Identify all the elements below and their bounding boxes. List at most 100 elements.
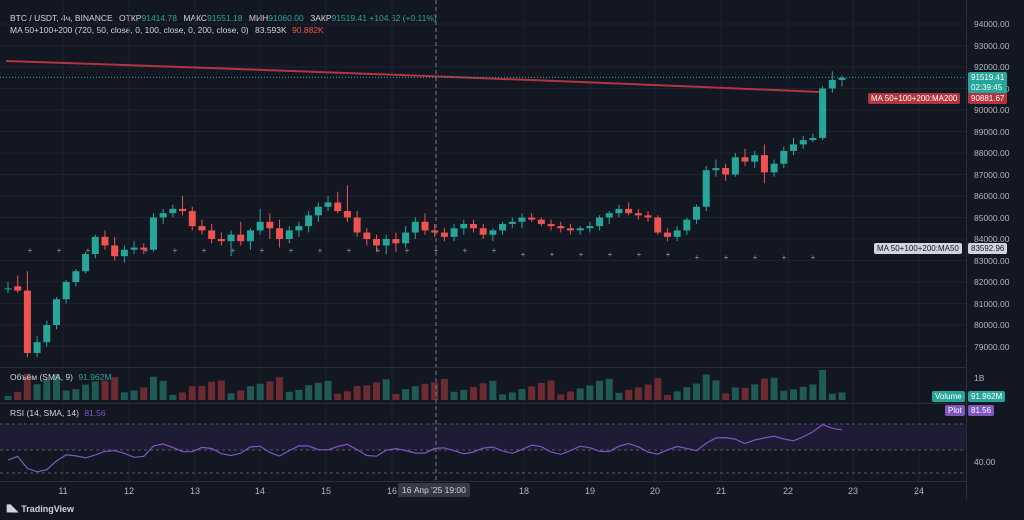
volume-bar bbox=[605, 378, 613, 400]
volume-value-tag: 91.962M bbox=[968, 391, 1006, 402]
volume-bar bbox=[140, 387, 148, 400]
candle-body bbox=[819, 88, 827, 138]
volume-bar bbox=[363, 385, 371, 400]
volume-bar bbox=[751, 384, 759, 400]
ma200-value-tag: 90881.67 bbox=[968, 93, 1008, 104]
candle-body bbox=[634, 213, 642, 216]
candle-body bbox=[566, 228, 574, 231]
price-axis-tick: 79000.00 bbox=[974, 341, 1010, 352]
candle-body bbox=[499, 223, 507, 231]
candle-body bbox=[237, 234, 245, 242]
volume-bar bbox=[731, 387, 739, 400]
volume-bar bbox=[557, 394, 565, 400]
volume-bar bbox=[373, 382, 381, 400]
ma50-marker: + bbox=[86, 246, 91, 255]
candle-body bbox=[799, 140, 807, 145]
candle-body bbox=[431, 230, 439, 233]
ma50-marker: + bbox=[57, 246, 62, 255]
rsi-pane-top bbox=[0, 403, 966, 404]
candle-body bbox=[528, 217, 536, 220]
candle-body bbox=[101, 236, 109, 246]
open-label: ОТКР bbox=[119, 13, 142, 23]
price-axis-tick: 84000.00 bbox=[974, 234, 1010, 244]
ma50-marker: + bbox=[463, 246, 468, 255]
ma50-marker: + bbox=[318, 246, 323, 255]
volume-bar bbox=[343, 391, 351, 400]
volume-bar bbox=[91, 381, 99, 400]
volume-bar bbox=[596, 380, 604, 400]
candle-body bbox=[518, 217, 526, 222]
ma50-label-tag: MA 50+100+200:MA50 bbox=[874, 243, 962, 254]
candle-body bbox=[72, 271, 80, 282]
candle-body bbox=[722, 168, 730, 175]
price-axis-tick: 90000.00 bbox=[974, 105, 1010, 115]
volume-bar bbox=[101, 380, 109, 400]
candle-body bbox=[246, 230, 254, 242]
volume-bar bbox=[324, 380, 332, 400]
volume-legend[interactable]: Объём (SMA, 9) 91.962M bbox=[10, 372, 111, 382]
time-axis-tick: 11 bbox=[58, 486, 68, 496]
candle-body bbox=[382, 239, 390, 246]
price-axis-tick: 80000.00 bbox=[974, 320, 1010, 330]
close-value: 91519.41 bbox=[331, 13, 367, 23]
volume-bar bbox=[615, 392, 623, 400]
price-axis-tick: 86000.00 bbox=[974, 191, 1010, 201]
volume-bar bbox=[518, 388, 526, 400]
ma50-marker: + bbox=[637, 250, 642, 259]
volume-bar bbox=[276, 377, 284, 400]
volume-bar bbox=[382, 379, 390, 400]
volume-bar bbox=[217, 380, 225, 400]
volume-bar bbox=[712, 380, 720, 400]
volume-bar bbox=[440, 378, 448, 400]
price-axis-tick: 87000.00 bbox=[974, 169, 1010, 180]
candle-body bbox=[731, 157, 739, 175]
price-axis-tick: 88000.00 bbox=[974, 148, 1010, 158]
candle-body bbox=[140, 247, 148, 250]
volume-bar bbox=[566, 391, 574, 400]
candle-body bbox=[314, 206, 322, 216]
candle-body bbox=[596, 217, 604, 227]
open-value: 91414.78 bbox=[141, 13, 177, 23]
price-axis-border bbox=[966, 0, 967, 500]
volume-bar bbox=[120, 392, 128, 400]
volume-bar bbox=[188, 386, 196, 400]
ma50-marker: + bbox=[144, 246, 149, 255]
volume-bar bbox=[838, 392, 846, 400]
price-axis-tick: 85000.00 bbox=[974, 212, 1010, 223]
volume-axis-label: 1B bbox=[974, 373, 985, 383]
ma50-marker: + bbox=[289, 246, 294, 255]
candle-body bbox=[557, 226, 565, 229]
volume-bar bbox=[82, 384, 90, 400]
candle-body bbox=[809, 137, 817, 141]
volume-bar bbox=[402, 389, 410, 400]
volume-bar bbox=[159, 380, 167, 400]
candle-body bbox=[770, 163, 778, 173]
candle-body bbox=[402, 232, 410, 244]
rsi-legend[interactable]: RSI (14, SMA, 14) 81.56 bbox=[10, 408, 106, 418]
volume-bar bbox=[760, 378, 768, 400]
candle-body bbox=[285, 230, 293, 239]
crosshair-time-label: 16 Апр '25 19:00 bbox=[398, 483, 470, 497]
time-axis-tick: 19 bbox=[584, 486, 596, 496]
volume-bar bbox=[392, 393, 400, 400]
volume-bar bbox=[72, 389, 80, 400]
time-axis-tick: 15 bbox=[320, 486, 332, 496]
candle-body bbox=[625, 208, 633, 214]
volume-bar bbox=[663, 394, 671, 400]
volume-bar bbox=[634, 387, 642, 400]
tradingview-brand[interactable]: ▮◣ TradingView bbox=[6, 503, 74, 514]
ma50-marker: + bbox=[260, 246, 265, 255]
time-axis-tick: 24 bbox=[913, 486, 925, 496]
candle-body bbox=[751, 155, 759, 162]
candle-body bbox=[615, 208, 623, 214]
candle-body bbox=[43, 325, 51, 343]
candle-body bbox=[489, 230, 497, 235]
rsi-value-tag: 81.56 bbox=[968, 405, 995, 416]
candle-body bbox=[4, 288, 12, 290]
volume-bar bbox=[809, 384, 817, 400]
volume-bar bbox=[295, 389, 303, 400]
price-axis-tick: 93000.00 bbox=[974, 40, 1010, 51]
low-label: МИН bbox=[248, 13, 269, 23]
price-axis-tick: 82000.00 bbox=[974, 277, 1010, 287]
